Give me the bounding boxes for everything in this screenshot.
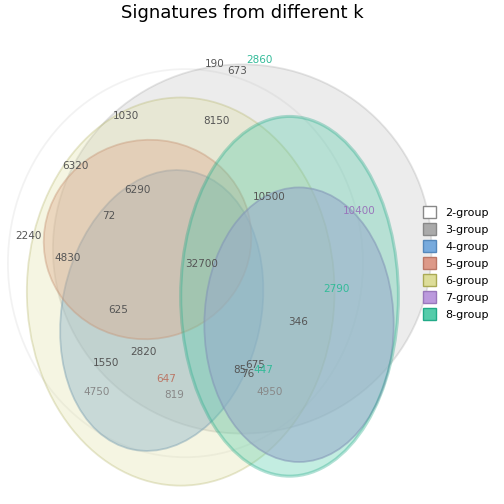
Text: 819: 819 bbox=[164, 390, 184, 400]
Text: 2820: 2820 bbox=[131, 347, 157, 357]
Text: 85: 85 bbox=[234, 365, 247, 374]
Text: 447: 447 bbox=[253, 365, 273, 374]
Text: 6290: 6290 bbox=[124, 185, 150, 195]
Ellipse shape bbox=[53, 65, 431, 433]
Legend: 2-group, 3-group, 4-group, 5-group, 6-group, 7-group, 8-group: 2-group, 3-group, 4-group, 5-group, 6-gr… bbox=[423, 207, 488, 320]
Text: 190: 190 bbox=[205, 59, 224, 70]
Text: 346: 346 bbox=[288, 317, 308, 327]
Text: 1550: 1550 bbox=[93, 357, 119, 367]
Text: 1030: 1030 bbox=[113, 111, 140, 121]
Text: 76: 76 bbox=[241, 369, 254, 380]
Ellipse shape bbox=[180, 116, 399, 476]
Text: 72: 72 bbox=[102, 211, 115, 221]
Text: 647: 647 bbox=[157, 374, 176, 384]
Ellipse shape bbox=[204, 187, 394, 462]
Text: 6320: 6320 bbox=[62, 161, 89, 171]
Text: 675: 675 bbox=[245, 360, 266, 370]
Ellipse shape bbox=[27, 97, 335, 486]
Text: 4950: 4950 bbox=[257, 387, 283, 397]
Ellipse shape bbox=[8, 69, 363, 457]
Ellipse shape bbox=[60, 170, 264, 451]
Text: 8150: 8150 bbox=[203, 116, 229, 126]
Text: 2240: 2240 bbox=[15, 231, 41, 241]
Title: Signatures from different k: Signatures from different k bbox=[121, 4, 363, 22]
Ellipse shape bbox=[44, 140, 251, 339]
Text: 10400: 10400 bbox=[343, 206, 376, 216]
Text: 4830: 4830 bbox=[55, 254, 81, 264]
Text: 673: 673 bbox=[227, 66, 247, 76]
Text: 32700: 32700 bbox=[185, 259, 218, 269]
Text: 2790: 2790 bbox=[324, 284, 350, 294]
Text: 2860: 2860 bbox=[246, 54, 272, 65]
Text: 10500: 10500 bbox=[254, 192, 286, 202]
Text: 4750: 4750 bbox=[83, 387, 109, 397]
Text: 625: 625 bbox=[108, 304, 128, 314]
